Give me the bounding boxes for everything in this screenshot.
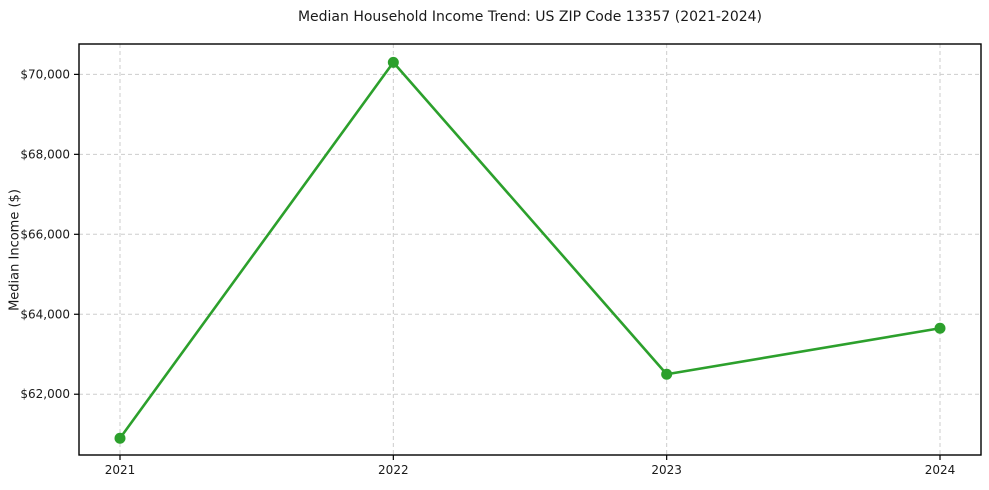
y-tick-label: $62,000 — [20, 387, 70, 401]
x-tick-label: 2023 — [651, 463, 682, 477]
plot-border — [78, 43, 982, 456]
y-tick-label: $66,000 — [20, 227, 70, 241]
y-tick-label: $68,000 — [20, 147, 70, 161]
data-point-marker — [114, 432, 126, 444]
data-point-marker — [387, 56, 399, 68]
x-tick-label: 2021 — [105, 463, 136, 477]
data-point-marker — [934, 322, 946, 334]
chart-title: Median Household Income Trend: US ZIP Co… — [297, 9, 763, 25]
data-point-marker — [661, 368, 673, 380]
trend-line — [118, 61, 942, 440]
x-tick-label: 2022 — [378, 463, 409, 477]
y-tick-label: $70,000 — [20, 67, 70, 81]
y-tick-label: $64,000 — [20, 307, 70, 321]
x-tick-label: 2024 — [925, 463, 956, 477]
